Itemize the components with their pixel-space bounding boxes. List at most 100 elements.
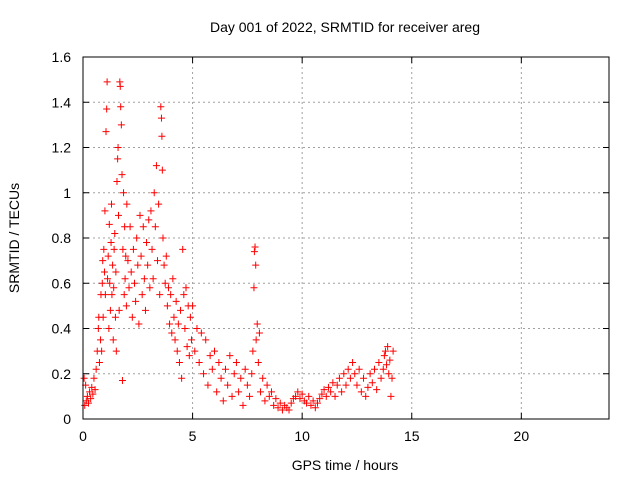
data-point (318, 390, 326, 398)
data-point (125, 284, 133, 292)
data-point (171, 336, 179, 344)
data-point (111, 229, 119, 237)
data-point (344, 365, 352, 373)
data-point (327, 388, 335, 396)
data-point (105, 325, 113, 332)
data-point (213, 388, 221, 396)
data-point (221, 365, 229, 373)
data-point (211, 347, 218, 355)
x-tick-label: 20 (514, 428, 530, 444)
data-point (331, 392, 339, 400)
data-point (246, 392, 254, 400)
data-point (101, 207, 109, 215)
data-point (307, 401, 315, 409)
data-point (193, 325, 201, 332)
data-point (294, 388, 302, 396)
data-point (117, 103, 125, 111)
data-point (191, 347, 199, 355)
data-point (388, 374, 396, 382)
data-point (124, 257, 132, 265)
data-point (159, 234, 167, 242)
data-point (387, 392, 395, 400)
data-point (285, 406, 293, 414)
x-tick-label: 5 (189, 428, 197, 444)
data-point (261, 397, 269, 405)
data-point (135, 320, 143, 328)
data-point (254, 358, 262, 366)
data-point (155, 200, 163, 208)
data-point (100, 268, 108, 276)
data-point (94, 325, 102, 332)
data-point (380, 352, 388, 360)
data-point (324, 383, 332, 391)
data-point (112, 347, 120, 355)
chart-title: Day 001 of 2022, SRMTID for receiver are… (210, 19, 480, 35)
data-point (385, 370, 393, 378)
data-point (200, 370, 208, 378)
data-point (303, 399, 311, 407)
data-point (122, 302, 130, 310)
data-point (127, 268, 135, 276)
data-point (162, 252, 170, 260)
data-point (379, 365, 387, 373)
data-point (263, 381, 271, 389)
data-point (90, 374, 98, 382)
data-point (118, 171, 126, 179)
data-point (389, 347, 397, 355)
x-tick-label: 15 (404, 428, 420, 444)
data-point (270, 401, 278, 409)
data-point (335, 374, 343, 382)
data-point (110, 245, 118, 253)
data-point (106, 306, 114, 314)
data-point (230, 370, 238, 378)
data-point (120, 189, 128, 197)
data-point (338, 388, 346, 396)
data-point (267, 388, 275, 396)
data-point (111, 313, 119, 321)
data-point (340, 370, 348, 378)
data-point (104, 275, 112, 283)
data-point (105, 220, 113, 228)
data-point (138, 291, 146, 299)
data-point (100, 245, 108, 253)
data-point (106, 279, 114, 287)
data-point (81, 401, 89, 409)
plot-frame (82, 56, 610, 420)
data-point (98, 347, 106, 355)
data-point (257, 388, 265, 396)
data-point (253, 320, 261, 328)
data-point (197, 329, 205, 337)
y-axis-label: SRMTID / TECUs (6, 183, 22, 293)
data-point (276, 399, 284, 407)
data-point (173, 347, 181, 355)
data-point (272, 395, 280, 403)
data-point (186, 313, 194, 321)
data-point (157, 114, 165, 122)
data-point (189, 302, 197, 310)
data-point (110, 284, 118, 292)
data-point (113, 177, 121, 185)
data-point (114, 155, 122, 163)
data-point (150, 189, 158, 197)
data-point (134, 261, 142, 269)
data-point (147, 207, 155, 215)
data-point (136, 211, 144, 219)
data-point (89, 390, 97, 398)
data-point (235, 388, 243, 396)
data-point (292, 392, 300, 400)
data-point (169, 275, 177, 283)
data-point (137, 252, 145, 260)
data-point (107, 239, 115, 247)
data-point (108, 291, 116, 299)
data-point (226, 352, 234, 360)
data-point (131, 279, 139, 287)
data-point (175, 358, 183, 366)
data-point (208, 365, 216, 373)
data-point (158, 132, 166, 140)
data-point (375, 358, 383, 366)
x-axis-label: GPS time / hours (292, 457, 399, 473)
data-point (148, 245, 156, 253)
data-point (112, 268, 120, 276)
data-point (174, 320, 182, 328)
